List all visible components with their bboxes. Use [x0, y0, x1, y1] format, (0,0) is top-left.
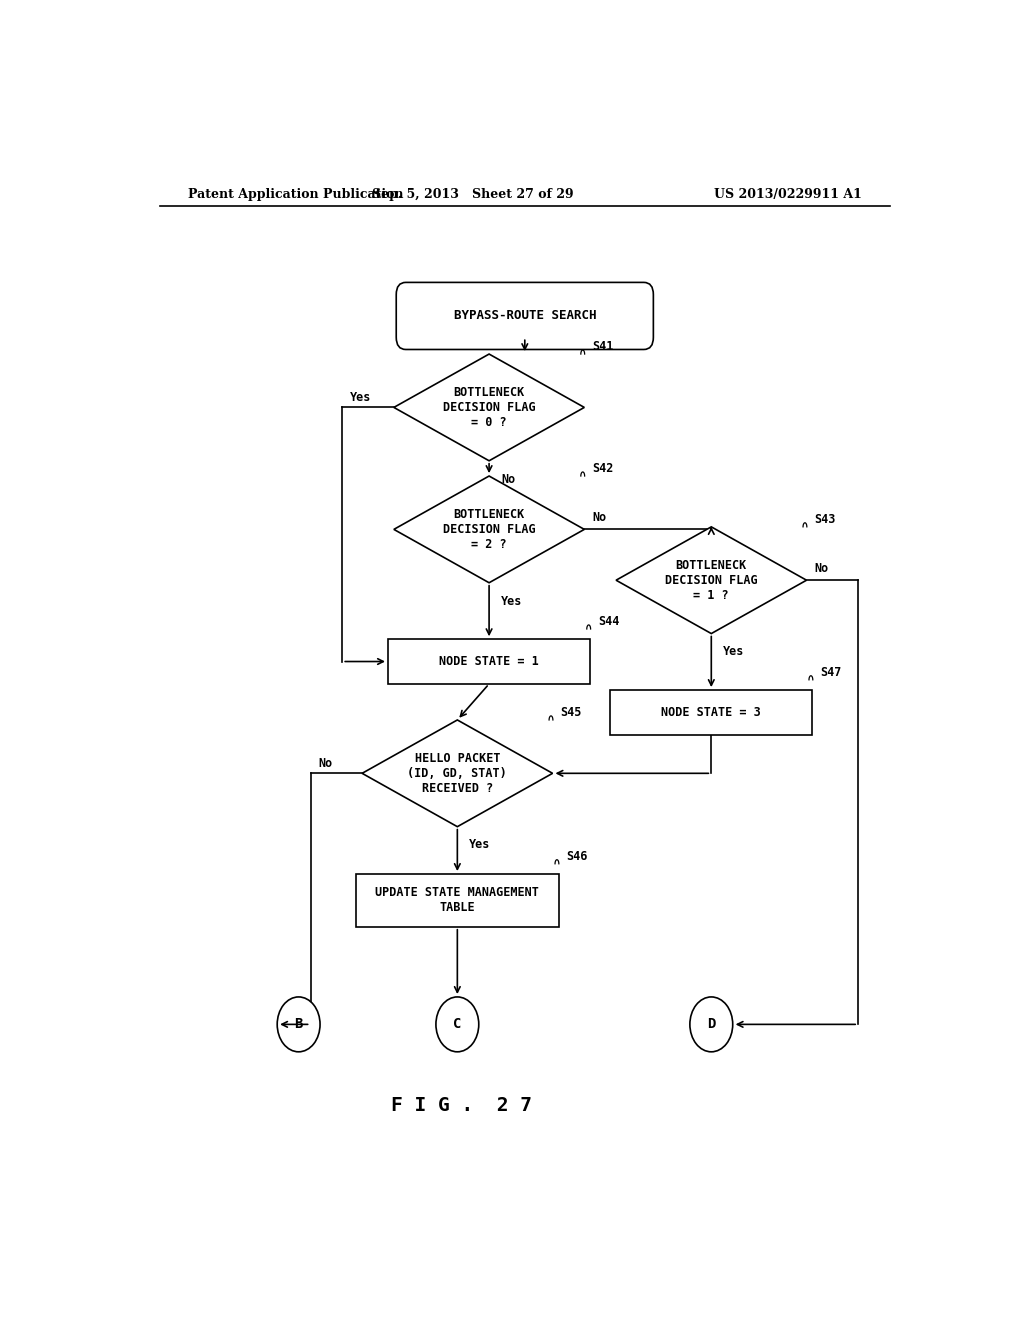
- Text: US 2013/0229911 A1: US 2013/0229911 A1: [714, 189, 862, 202]
- Text: S43: S43: [814, 513, 836, 525]
- Text: B: B: [295, 1018, 303, 1031]
- Text: Yes: Yes: [501, 594, 522, 607]
- Text: S46: S46: [566, 850, 588, 863]
- Text: S45: S45: [560, 706, 582, 719]
- Text: Yes: Yes: [350, 391, 372, 404]
- Text: UPDATE STATE MANAGEMENT
TABLE: UPDATE STATE MANAGEMENT TABLE: [376, 886, 540, 915]
- Text: NODE STATE = 3: NODE STATE = 3: [662, 706, 761, 719]
- Polygon shape: [616, 527, 807, 634]
- Bar: [388, 639, 590, 684]
- Text: F I G .  2 7: F I G . 2 7: [391, 1096, 531, 1115]
- Text: HELLO PACKET
(ID, GD, STAT)
RECEIVED ?: HELLO PACKET (ID, GD, STAT) RECEIVED ?: [408, 752, 507, 795]
- Circle shape: [278, 997, 321, 1052]
- Circle shape: [436, 997, 479, 1052]
- Text: BOTTLENECK
DECISION FLAG
= 0 ?: BOTTLENECK DECISION FLAG = 0 ?: [442, 385, 536, 429]
- Text: S42: S42: [592, 462, 613, 475]
- Bar: [610, 690, 812, 735]
- Text: No: No: [501, 473, 515, 486]
- Text: S47: S47: [820, 665, 842, 678]
- Text: NODE STATE = 1: NODE STATE = 1: [439, 655, 539, 668]
- Text: No: No: [592, 511, 606, 524]
- Polygon shape: [362, 719, 553, 826]
- Text: D: D: [708, 1018, 716, 1031]
- Polygon shape: [394, 477, 585, 582]
- Circle shape: [690, 997, 733, 1052]
- Text: BOTTLENECK
DECISION FLAG
= 1 ?: BOTTLENECK DECISION FLAG = 1 ?: [665, 558, 758, 602]
- Text: S44: S44: [598, 615, 620, 628]
- Text: Patent Application Publication: Patent Application Publication: [187, 189, 403, 202]
- Text: No: No: [318, 756, 333, 770]
- Polygon shape: [394, 354, 585, 461]
- Text: C: C: [454, 1018, 462, 1031]
- Bar: [356, 874, 558, 927]
- Text: Yes: Yes: [469, 838, 490, 851]
- Text: Yes: Yes: [723, 645, 744, 659]
- FancyBboxPatch shape: [396, 282, 653, 350]
- Text: S41: S41: [592, 341, 613, 352]
- Text: No: No: [814, 561, 828, 574]
- Text: Sep. 5, 2013   Sheet 27 of 29: Sep. 5, 2013 Sheet 27 of 29: [373, 189, 574, 202]
- Text: BOTTLENECK
DECISION FLAG
= 2 ?: BOTTLENECK DECISION FLAG = 2 ?: [442, 508, 536, 550]
- Text: BYPASS-ROUTE SEARCH: BYPASS-ROUTE SEARCH: [454, 309, 596, 322]
